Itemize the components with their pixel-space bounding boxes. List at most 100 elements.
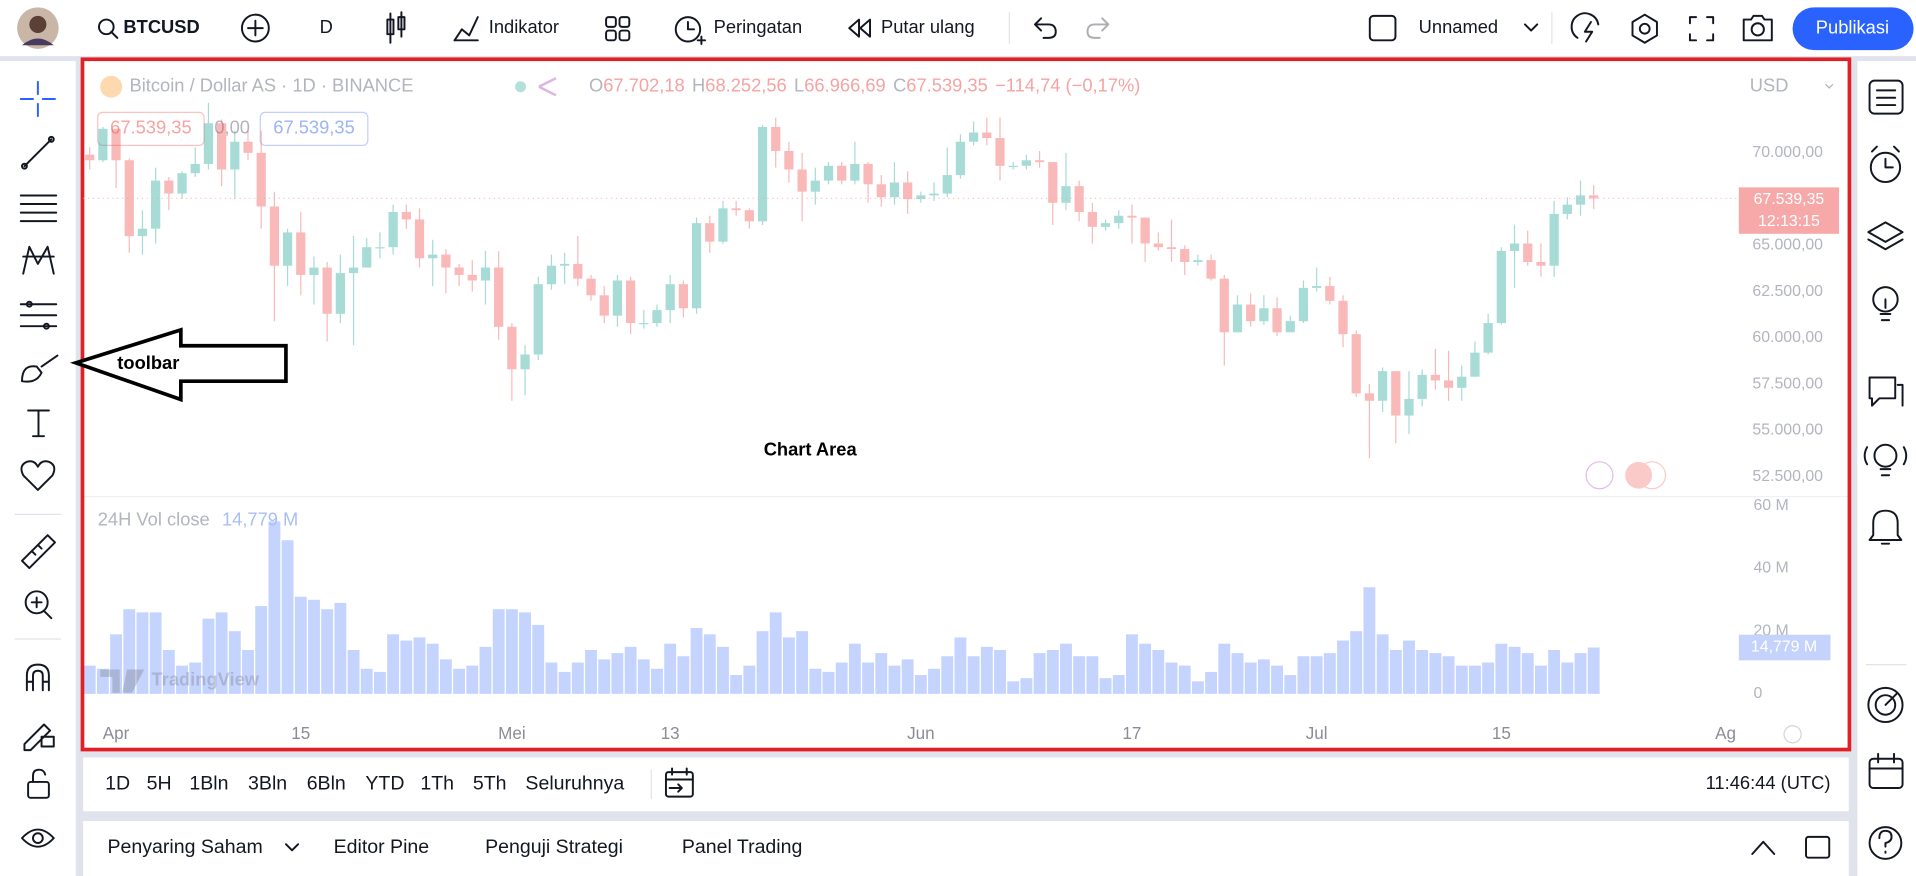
text-tool[interactable] bbox=[27, 409, 50, 438]
streams[interactable] bbox=[1863, 443, 1908, 477]
chart-type[interactable] bbox=[386, 11, 406, 44]
zoom-tool[interactable] bbox=[24, 590, 49, 615]
watchlist[interactable] bbox=[1875, 89, 1897, 107]
replay[interactable]: Putar ulang bbox=[881, 16, 975, 37]
replay-icon[interactable] bbox=[848, 18, 871, 38]
templates[interactable] bbox=[605, 16, 631, 42]
brush-tool[interactable] bbox=[21, 354, 59, 383]
templates[interactable] bbox=[618, 29, 631, 42]
trend-line-tool[interactable] bbox=[47, 135, 55, 143]
snapshot[interactable] bbox=[1742, 14, 1773, 42]
lock-drawings-tool[interactable] bbox=[23, 723, 55, 752]
range-button[interactable]: 3Bln bbox=[248, 773, 287, 795]
search-icon[interactable] bbox=[97, 18, 119, 39]
redo[interactable] bbox=[1086, 17, 1110, 39]
panel-tab[interactable]: Panel Trading bbox=[682, 836, 803, 858]
fullscreen[interactable] bbox=[1688, 16, 1715, 42]
layers[interactable] bbox=[1867, 221, 1904, 251]
panel-tab[interactable]: Editor Pine bbox=[334, 836, 430, 858]
notifications[interactable] bbox=[1868, 509, 1903, 545]
settings[interactable] bbox=[1631, 13, 1658, 44]
brush-tool[interactable] bbox=[21, 354, 59, 383]
interval[interactable]: D bbox=[320, 16, 333, 37]
horizontal-lines-tool[interactable] bbox=[19, 194, 58, 223]
sell-box[interactable] bbox=[97, 111, 205, 146]
notifications[interactable] bbox=[1868, 509, 1903, 545]
alerts-panel[interactable] bbox=[1871, 145, 1900, 169]
publish[interactable]: Publikasi bbox=[1816, 17, 1889, 38]
currency[interactable]: USD bbox=[1750, 75, 1789, 96]
alert-icon[interactable] bbox=[674, 16, 707, 45]
buy-price[interactable]: 67.539,35 bbox=[273, 117, 354, 138]
layout-menu[interactable] bbox=[1524, 23, 1539, 32]
quick-search[interactable] bbox=[1583, 21, 1594, 43]
alert-icon[interactable] bbox=[674, 16, 702, 43]
search-icon[interactable] bbox=[110, 30, 119, 39]
ideas[interactable] bbox=[1872, 286, 1899, 322]
collapse-panel[interactable] bbox=[1751, 840, 1776, 855]
add-symbol[interactable] bbox=[240, 13, 270, 43]
fib-tool[interactable] bbox=[25, 300, 33, 308]
layout-name[interactable]: Unnamed bbox=[1419, 16, 1498, 37]
indicators[interactable]: Indikator bbox=[489, 16, 559, 37]
sell-price[interactable]: 67.539,35 bbox=[110, 117, 191, 138]
watchlist[interactable] bbox=[1868, 79, 1904, 115]
lock-tool[interactable] bbox=[32, 768, 47, 783]
hotlists[interactable] bbox=[1874, 694, 1897, 716]
trend-line-tool[interactable] bbox=[21, 162, 28, 170]
watchlist[interactable] bbox=[1868, 79, 1904, 115]
panel-tab[interactable]: Penyaring Saham bbox=[108, 836, 263, 858]
hide-tool[interactable] bbox=[21, 828, 55, 848]
search-icon[interactable] bbox=[97, 18, 115, 36]
lock-tool[interactable] bbox=[27, 780, 50, 799]
favorites-tool[interactable] bbox=[20, 460, 56, 491]
quick-search[interactable] bbox=[1570, 12, 1600, 39]
goto-date[interactable] bbox=[664, 771, 694, 798]
layers[interactable] bbox=[1867, 221, 1904, 251]
fib-tool[interactable] bbox=[43, 322, 50, 330]
maximize-panel[interactable] bbox=[1805, 835, 1831, 859]
alert-icon[interactable] bbox=[686, 21, 696, 31]
ideas[interactable] bbox=[1879, 298, 1892, 322]
text-tool[interactable] bbox=[27, 409, 50, 438]
snapshot[interactable] bbox=[1750, 22, 1765, 37]
ideas[interactable] bbox=[1872, 286, 1899, 313]
tab-menu[interactable] bbox=[284, 843, 300, 852]
range-button[interactable]: 1Bln bbox=[189, 773, 228, 795]
undo[interactable] bbox=[1034, 17, 1057, 39]
hide-tool[interactable] bbox=[32, 832, 44, 844]
zoom-tool[interactable] bbox=[30, 596, 53, 620]
undo[interactable] bbox=[1034, 17, 1057, 39]
crosshair-tool[interactable] bbox=[19, 80, 56, 118]
zoom-tool[interactable] bbox=[24, 590, 53, 620]
lock-tool[interactable] bbox=[27, 768, 50, 799]
templates[interactable] bbox=[618, 16, 631, 28]
calendar[interactable] bbox=[1868, 757, 1904, 790]
streams[interactable] bbox=[1863, 446, 1908, 477]
axis-settings[interactable] bbox=[1783, 725, 1802, 744]
hide-tool[interactable] bbox=[21, 828, 55, 848]
help[interactable] bbox=[1868, 826, 1903, 860]
lock-drawings-tool[interactable] bbox=[23, 723, 55, 752]
templates[interactable] bbox=[605, 29, 617, 42]
range-button[interactable]: 6Bln bbox=[307, 773, 346, 795]
replay-icon[interactable] bbox=[848, 18, 871, 38]
range-button[interactable]: 1Th bbox=[420, 773, 454, 795]
indicators-icon[interactable] bbox=[453, 16, 479, 42]
avatar[interactable] bbox=[17, 7, 59, 49]
hotlists[interactable] bbox=[1867, 686, 1904, 724]
currency-menu[interactable] bbox=[1825, 83, 1834, 89]
alerts-panel[interactable] bbox=[1869, 145, 1902, 184]
settings[interactable] bbox=[1631, 13, 1658, 44]
settings[interactable] bbox=[1638, 22, 1651, 35]
fullscreen[interactable] bbox=[1688, 16, 1715, 42]
clock[interactable]: 11:46:44 (UTC) bbox=[1706, 772, 1831, 793]
trend-line-tool[interactable] bbox=[21, 135, 55, 170]
calendar[interactable] bbox=[1868, 752, 1904, 790]
indicators-icon[interactable] bbox=[453, 16, 479, 42]
hotlists[interactable] bbox=[1884, 692, 1898, 706]
avatar[interactable] bbox=[29, 15, 47, 33]
quick-search[interactable] bbox=[1570, 12, 1600, 43]
ruler-tool[interactable] bbox=[21, 534, 56, 570]
fib-tool[interactable] bbox=[19, 300, 58, 330]
